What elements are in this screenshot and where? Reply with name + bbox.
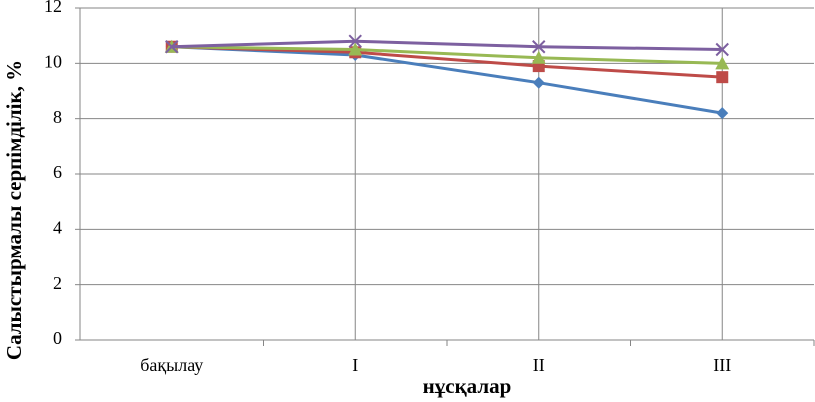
series-line — [171, 39, 723, 51]
y-tick-label: 12 — [44, 0, 62, 16]
y-tick-label: 8 — [53, 107, 62, 127]
marker — [715, 42, 729, 57]
series-line — [171, 45, 723, 65]
x-tick-label: II — [533, 355, 545, 375]
x-tick-label: I — [352, 355, 358, 375]
x-tick-label: бақылау — [140, 355, 203, 375]
x-axis-label: нұсқалар — [423, 374, 512, 398]
marker — [348, 42, 363, 56]
marker — [531, 50, 546, 64]
marker — [532, 76, 545, 89]
y-tick-label: 0 — [53, 328, 62, 348]
marker — [715, 56, 730, 70]
y-tick-label: 10 — [44, 51, 62, 71]
y-tick-label: 2 — [53, 273, 62, 293]
marker — [532, 40, 546, 54]
series-line — [171, 45, 723, 115]
marker — [348, 34, 362, 48]
marker — [716, 71, 729, 84]
y-tick-label: 4 — [53, 217, 62, 237]
y-tick-label: 6 — [53, 162, 62, 182]
y-axis-label: Салыстырмалы серпімділік, % — [2, 60, 26, 360]
marker — [716, 107, 729, 120]
marker — [165, 40, 179, 54]
x-tick-label: III — [713, 355, 731, 375]
